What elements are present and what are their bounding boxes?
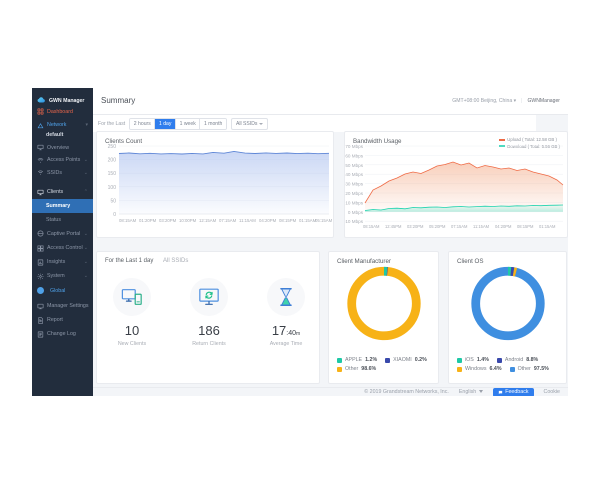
svg-text:100: 100 <box>108 185 117 191</box>
svg-text:0 Mbps: 0 Mbps <box>348 210 364 215</box>
svg-text:03:20PM: 03:20PM <box>159 218 177 223</box>
svg-text:11:15AM: 11:15AM <box>473 224 490 229</box>
svg-text:60 Mbps: 60 Mbps <box>345 153 363 158</box>
svg-text:12:15AM: 12:15AM <box>199 218 217 223</box>
svg-text:07:15AM: 07:15AM <box>219 218 237 223</box>
svg-text:01:15AM: 01:15AM <box>299 218 317 223</box>
svg-text:05:20PM: 05:20PM <box>429 224 446 229</box>
svg-text:20 Mbps: 20 Mbps <box>345 191 363 196</box>
svg-text:70 Mbps: 70 Mbps <box>345 144 363 149</box>
svg-text:05:15AM: 05:15AM <box>315 218 333 223</box>
svg-text:40 Mbps: 40 Mbps <box>345 172 363 177</box>
svg-text:12:45PM: 12:45PM <box>385 224 402 229</box>
svg-text:50 Mbps: 50 Mbps <box>345 163 363 168</box>
svg-text:08:15PM: 08:15PM <box>279 218 297 223</box>
svg-text:01:20PM: 01:20PM <box>139 218 157 223</box>
svg-text:0: 0 <box>113 212 116 218</box>
svg-text:250: 250 <box>108 144 117 150</box>
svg-text:07:15AM: 07:15AM <box>451 224 468 229</box>
svg-text:04:20PM: 04:20PM <box>259 218 277 223</box>
svg-text:10 Mbps: 10 Mbps <box>345 200 363 205</box>
svg-text:08:15AM: 08:15AM <box>119 218 137 223</box>
svg-text:200: 200 <box>108 158 117 164</box>
svg-text:04:20PM: 04:20PM <box>495 224 512 229</box>
svg-text:-10 Mbps: -10 Mbps <box>345 219 364 224</box>
svg-text:10:00PM: 10:00PM <box>179 218 197 223</box>
svg-text:01:15AM: 01:15AM <box>539 224 556 229</box>
svg-text:50: 50 <box>110 198 116 204</box>
svg-text:11:15AM: 11:15AM <box>239 218 256 223</box>
svg-text:150: 150 <box>108 171 117 177</box>
svg-text:08:15AM: 08:15AM <box>363 224 380 229</box>
svg-text:03:20PM: 03:20PM <box>407 224 424 229</box>
svg-text:30 Mbps: 30 Mbps <box>345 182 363 187</box>
svg-text:08:15PM: 08:15PM <box>517 224 534 229</box>
